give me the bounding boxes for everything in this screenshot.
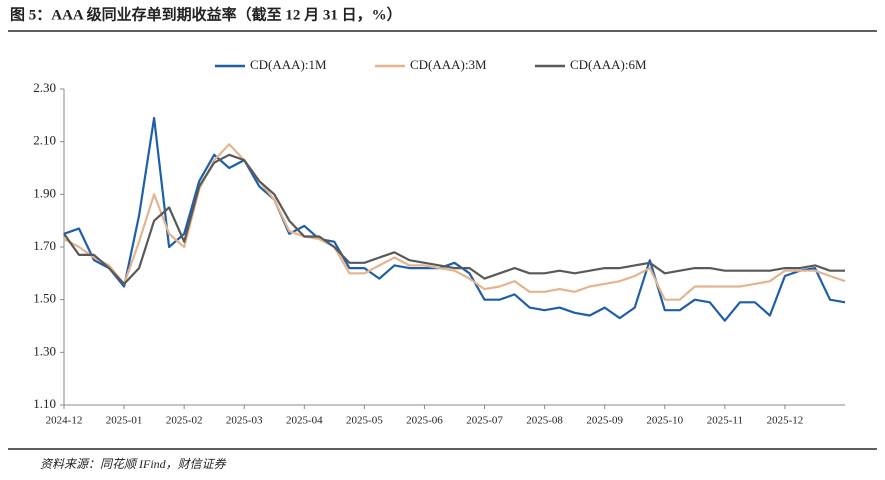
y-tick-label: 1.90: [33, 185, 56, 200]
x-tick-label: 2025-11: [707, 415, 743, 427]
chart-title: 图 5：AAA 级同业存单到期收益率（截至 12 月 31 日，%）: [10, 5, 402, 23]
source-note: 资料来源：同花顺 IFind，财信证券: [40, 457, 227, 471]
y-tick-label: 2.30: [33, 80, 56, 95]
y-tick-label: 1.10: [33, 396, 56, 411]
y-tick-label: 2.10: [33, 133, 56, 148]
x-tick-label: 2025-04: [286, 415, 323, 427]
x-tick-label: 2025-01: [106, 415, 143, 427]
y-tick-label: 1.70: [33, 238, 56, 253]
x-tick-label: 2025-06: [406, 415, 443, 427]
x-tick-label: 2025-02: [166, 415, 203, 427]
legend-label: CD(AAA):1M: [250, 57, 327, 72]
x-tick-label: 2025-07: [466, 415, 503, 427]
series-line: [63, 116, 846, 322]
x-tick-label: 2025-10: [646, 415, 683, 427]
series-line: [63, 153, 845, 285]
legend-label: CD(AAA):6M: [570, 57, 647, 72]
series-line: [63, 143, 846, 301]
x-tick-label: 2025-12: [767, 415, 804, 427]
y-tick-label: 1.30: [33, 343, 56, 358]
x-tick-label: 2025-09: [586, 415, 623, 427]
legend-label: CD(AAA):3M: [410, 57, 487, 72]
x-tick-label: 2025-05: [346, 415, 383, 427]
x-tick-label: 2025-08: [526, 415, 563, 427]
y-tick-label: 1.50: [33, 291, 56, 306]
x-tick-label: 2025-03: [226, 415, 263, 427]
x-tick-label: 2024-12: [46, 415, 83, 427]
